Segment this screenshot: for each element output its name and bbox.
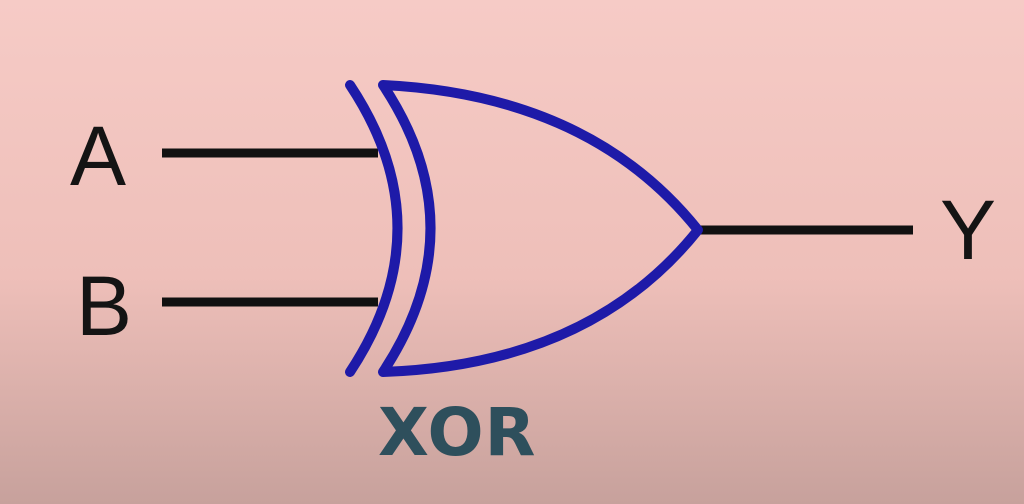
or-gate-body bbox=[378, 80, 703, 377]
output-y-label: Y bbox=[940, 183, 997, 277]
input-b-label: B bbox=[76, 259, 133, 353]
gate-name-label: XOR bbox=[378, 394, 537, 471]
input-a-label: A bbox=[70, 109, 127, 203]
xor-input-curve bbox=[345, 80, 403, 377]
